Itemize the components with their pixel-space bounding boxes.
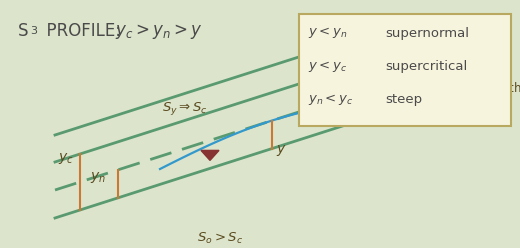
Text: steep: steep [385,93,422,106]
FancyBboxPatch shape [299,14,511,126]
Text: 3: 3 [30,26,37,36]
Text: $y < y_n$: $y < y_n$ [308,26,347,40]
Text: supernormal: supernormal [385,27,469,39]
Text: $y < y_c$: $y < y_c$ [308,59,347,74]
Text: $y_n$: $y_n$ [90,170,106,185]
Text: $S_o > S_c$: $S_o > S_c$ [197,230,243,246]
Text: S: S [18,22,29,40]
Text: $S_y \Rightarrow S_c$: $S_y \Rightarrow S_c$ [162,100,208,117]
Text: $y_c > y_n > y$: $y_c > y_n > y$ [115,22,203,41]
Text: $S_y = 0$ (=> normal depth): $S_y = 0$ (=> normal depth) [375,81,520,99]
Text: $y_c$: $y_c$ [58,151,74,165]
Text: supercritical: supercritical [385,60,467,73]
Text: PROFILE:: PROFILE: [36,22,132,40]
Text: $y$: $y$ [276,143,287,157]
Text: $y_n < y_c$: $y_n < y_c$ [308,92,354,107]
Polygon shape [201,150,219,160]
